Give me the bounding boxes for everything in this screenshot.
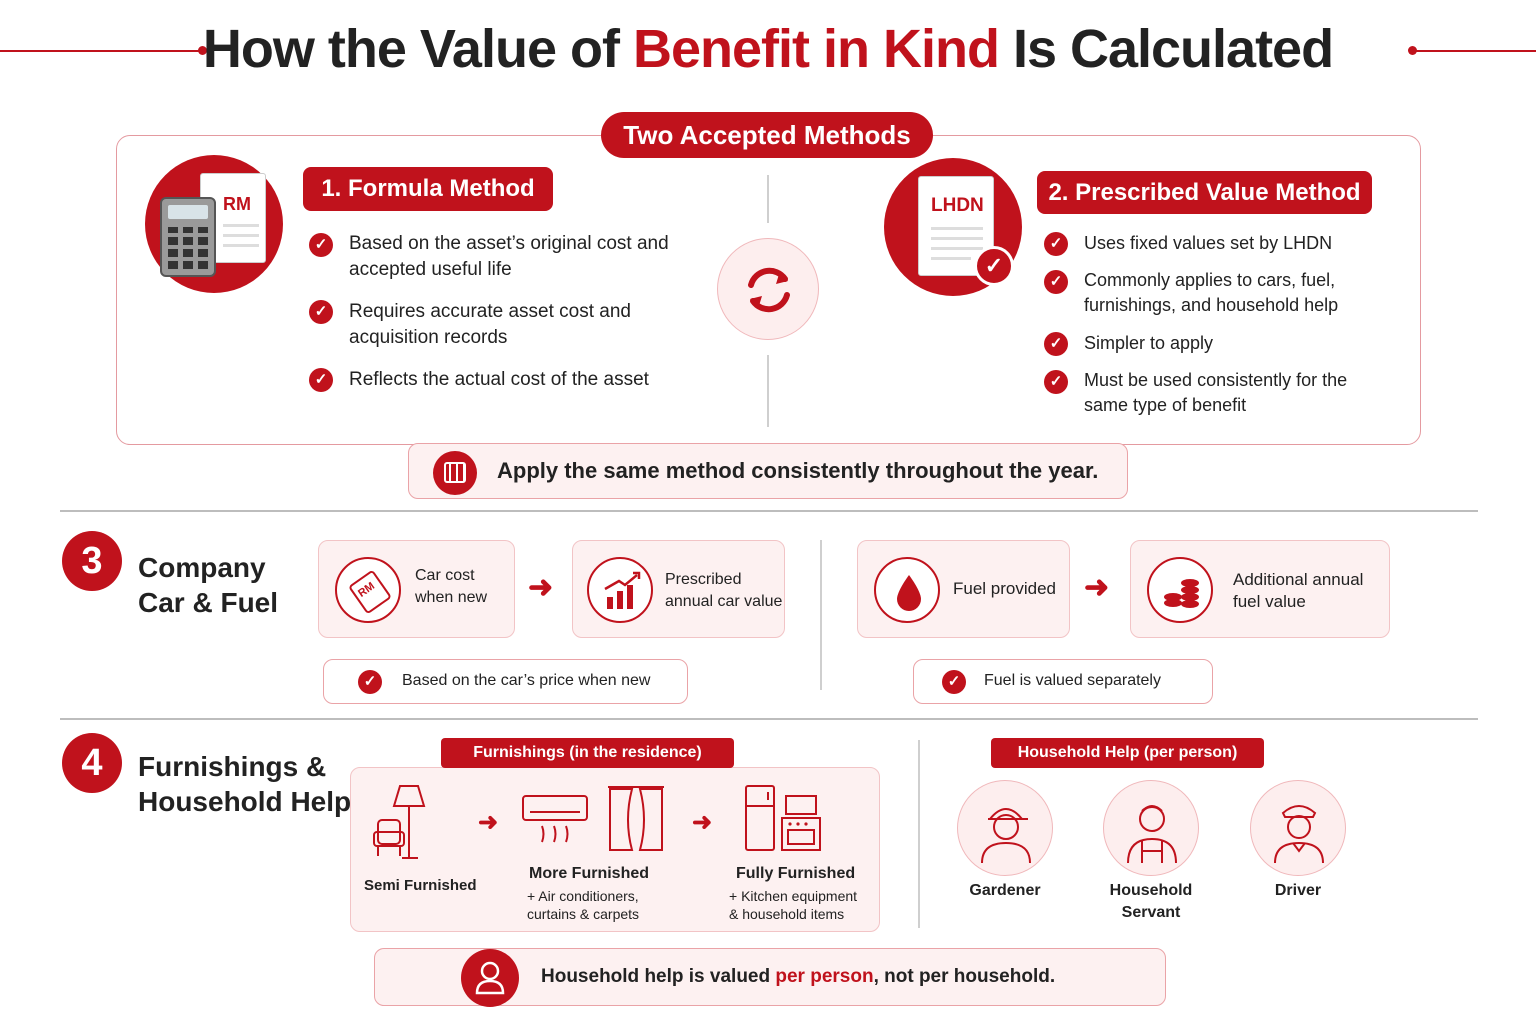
check-icon: ✓ [1044,370,1068,394]
household-help-header: Household Help (per person) [991,738,1264,768]
car-fuel-divider [820,540,822,690]
check-icon: ✓ [358,670,382,694]
section-3-title-line2: Car & Fuel [138,587,279,618]
check-icon: ✓ [942,670,966,694]
calculator-icon [160,197,216,277]
car-note-text: Based on the car’s price when new [402,672,651,689]
armchair-lamp-icon [370,784,440,864]
approved-check-icon: ✓ [974,246,1014,286]
prescribed-bullet: Must be used consistently for the same t… [1084,370,1348,415]
arrow-right-icon: ➜ [1084,571,1110,604]
household-help-note-text: Household help is valued per person, not… [541,966,1055,988]
person-icon [461,949,519,1007]
price-tag-icon: RM [335,557,401,623]
check-icon: ✓ [1044,232,1068,256]
coins-icon [1147,557,1213,623]
section-3-number: 3 [62,531,122,591]
title-highlight: Benefit in Kind [632,19,1000,79]
prescribed-bullet: Commonly applies to cars, fuel, furnishi… [1084,270,1339,315]
section-4-number: 4 [62,733,122,793]
helper-label: Household [1109,882,1193,899]
car-note: ✓ Based on the car’s price when new [323,659,688,704]
calendar-icon [433,451,477,495]
furnishings-help-divider [918,740,920,928]
household-servant-icon [1103,780,1199,876]
check-icon: ✓ [1044,270,1068,294]
prescribed-bullet: Simpler to apply [1084,333,1214,353]
car-cost-label: Car cost when new [415,567,488,606]
fuel-value-box: Additional annual fuel value [1130,540,1390,638]
arrow-right-icon: ➜ [692,809,713,836]
prescribed-method-title: 2. Prescribed Value Method [1037,171,1372,214]
methods-divider-top [767,175,769,223]
household-help-note: Household help is valued per person, not… [374,948,1166,1007]
fully-furnished-sub1: + Kitchen equipment [729,888,858,904]
prescribed-car-box: Prescribed annual car value [572,540,785,638]
semi-furnished-label: Semi Furnished [364,877,477,894]
section-4-title: Furnishings & Household Help [138,749,351,819]
helper-label-line2: Servant [1121,904,1181,921]
check-icon: ✓ [309,233,333,257]
title-left-dot [198,46,207,55]
lhdn-document-icon: LHDN ✓ [884,158,1022,296]
note-part2: , not per household. [873,966,1056,987]
swap-cycle-icon [717,238,819,340]
arrow-right-icon: ➜ [528,571,554,604]
methods-divider-bottom [767,355,769,427]
arrow-right-icon: ➜ [478,809,499,836]
prescribed-bullet: Uses fixed values set by LHDN [1084,233,1333,253]
section-4-title-line1: Furnishings & [138,751,327,782]
fuel-note: ✓ Fuel is valued separately [913,659,1213,704]
calculator-document-icon: RM [145,155,283,293]
page-title: How the Value of Benefit in Kind Is Calc… [0,18,1536,80]
section-4-title-line2: Household Help [138,786,352,817]
fully-furnished-label: Fully Furnished [736,865,856,882]
note-highlight: per person [775,966,874,987]
fuel-drop-icon [874,557,940,623]
more-furnished-sub1: + Air conditioners, [527,888,639,904]
formula-bullet: Requires accurate asset cost and acquisi… [349,301,631,348]
section-divider-2 [60,718,1478,720]
car-cost-box: RM Car cost when new [318,540,515,638]
fully-furnished-sub2: & household items [729,906,845,922]
document-lhdn-label: LHDN [931,195,984,216]
check-icon: ✓ [1044,332,1068,356]
driver-icon [1250,780,1346,876]
consistency-note: Apply the same method consistently throu… [408,443,1128,499]
title-part1: How the Value of [202,19,633,79]
title-left-rule [0,50,200,52]
note-part1: Household help is valued [541,966,776,987]
fuel-provided-box: Fuel provided [857,540,1070,638]
check-icon: ✓ [309,300,333,324]
kitchen-appliances-icon [744,784,824,854]
title-part2: Is Calculated [998,19,1334,79]
more-furnished-label: More Furnished [529,865,650,882]
section-3-title: Company Car & Fuel [138,550,278,620]
fuel-provided-label: Fuel provided [953,579,1057,598]
more-furnished-sub2: curtains & carpets [527,906,640,922]
formula-bullet: Reflects the actual cost of the asset [349,369,649,390]
formula-bullet: Based on the asset’s original cost and a… [349,233,669,280]
furnishings-header: Furnishings (in the residence) [441,738,734,768]
formula-method-title: 1. Formula Method [303,167,553,211]
gardener-icon [957,780,1053,876]
helper-label: Driver [1274,882,1322,899]
title-right-rule [1414,50,1536,52]
title-right-dot [1408,46,1417,55]
check-icon: ✓ [309,368,333,392]
consistency-note-text: Apply the same method consistently throu… [497,458,1099,483]
air-conditioner-curtains-icon [520,784,670,854]
fuel-note-text: Fuel is valued separately [984,672,1161,689]
bar-chart-icon [587,557,653,623]
section-divider-1 [60,510,1478,512]
helper-label: Gardener [969,882,1041,899]
section-3-title-line1: Company [138,552,266,583]
fuel-value-label: Additional annual fuel value [1233,570,1364,611]
methods-header: Two Accepted Methods [601,112,933,158]
document-rm-label: RM [223,194,251,214]
prescribed-car-label: Prescribed annual car value [665,571,783,610]
